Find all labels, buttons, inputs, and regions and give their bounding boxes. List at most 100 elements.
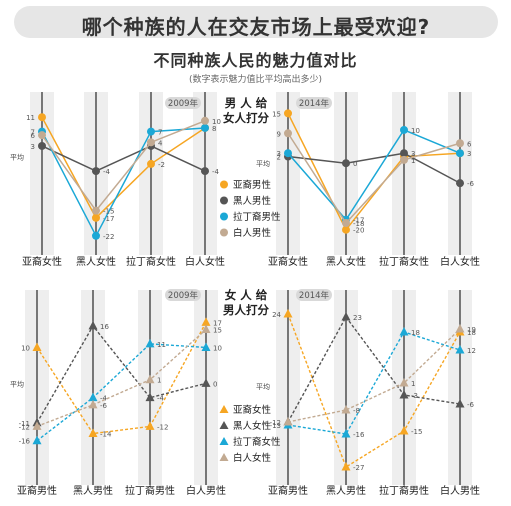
data-point-asian [32,342,42,351]
data-label: 23 [353,314,362,322]
data-point-latino [201,123,209,132]
data-point-white [399,378,409,387]
data-label: 1 [157,377,161,385]
data-label: 18 [411,329,420,337]
legend-marker-asian [219,405,229,413]
data-label: 16 [100,323,109,331]
data-point-latino [92,231,100,240]
data-label: 10 [21,344,30,352]
data-point-black [456,179,464,188]
series-line-latino [41,127,206,238]
x-tick-label: 黑人男性 [326,484,366,497]
panel-title-line: 女人打分 [223,111,269,125]
data-point-white [283,417,293,426]
data-label: -15 [103,208,114,216]
legend-label: 拉丁裔女性 [233,436,281,448]
data-label: 3 [31,143,35,151]
data-label: -6 [467,401,475,409]
data-label: -6 [467,180,475,188]
legend-marker-latino [220,212,228,221]
data-label: -12 [157,423,168,431]
data-point-asian [88,428,98,438]
data-label: 10 [212,118,221,126]
data-label: 4 [158,139,163,147]
data-label: 0 [353,160,357,168]
panel-title-line: 男 人 给 [225,96,268,110]
data-point-white [92,206,100,215]
data-label: 7 [31,129,35,137]
data-label: -17 [103,215,114,223]
data-point-asian [38,113,46,122]
data-label: -4 [212,168,220,176]
data-point-white [455,324,465,333]
data-point-black [38,141,46,150]
x-tick-label: 拉丁裔女性 [126,255,176,268]
data-point-white [32,421,42,430]
x-tick-label: 白人女性 [440,255,480,268]
data-label: 19 [467,326,476,334]
average-label: 平均 [256,159,270,168]
legend-marker-white [220,228,228,237]
series-line-black [287,315,461,423]
data-point-white [145,374,155,384]
data-label: -11 [19,420,30,428]
legend-marker-latino [219,437,229,445]
legend-marker-white [219,453,229,461]
data-label: 17 [213,319,222,327]
x-tick-label: 白人男性 [186,484,226,497]
data-point-latino [32,435,42,445]
data-label: 9 [277,130,281,138]
data-point-asian [399,426,409,435]
series-line-white [287,328,461,423]
legend-label: 黑人男性 [233,195,272,207]
data-label: 0 [213,380,217,388]
data-label: -4 [157,395,165,403]
data-label: -6 [100,402,108,410]
data-label: 6 [467,140,472,148]
series-line-latino [287,129,461,221]
x-tick-label: 白人女性 [185,255,225,268]
data-label: 12 [467,347,476,355]
data-point-latino [399,327,409,336]
data-point-black [88,320,98,330]
year-label-left: 2009年 [168,98,199,109]
year-badge [296,289,332,301]
year-badge [296,97,332,109]
data-label: -18 [353,220,364,228]
main-title: 哪个种族的人在交友市场上最受欢迎? [81,15,431,39]
data-point-white [284,129,292,138]
chart-4: 平均 24 -27 -15 18 -12 23 -3 -6 -13 -16 18 12 -8 1 19 [256,309,476,472]
data-point-latino [341,429,351,438]
legend-label: 白人女性 [233,452,272,464]
data-point-latino [147,127,155,136]
year-badge [165,289,201,301]
data-point-white [341,405,351,414]
data-point-white [342,219,350,228]
series-line-asian [287,112,461,232]
data-label: -4 [100,395,108,403]
data-point-latino [145,338,155,348]
data-label: 1 [411,157,415,165]
year-label-right: 2014年 [299,290,330,301]
average-label: 平均 [256,382,270,391]
data-point-latino [455,345,465,354]
series-line-white [287,132,461,225]
year-label-right: 2014年 [299,98,330,109]
panel-title-line: 男人打分 [223,303,269,317]
data-label: -12 [19,423,30,431]
data-label: -27 [353,464,364,472]
data-point-white [88,399,98,409]
x-tick-label: 亚裔男性 [268,484,308,497]
x-tick-label: 亚裔女性 [22,255,62,268]
data-point-white [456,139,464,148]
data-point-white [38,131,46,140]
data-point-black [455,399,465,408]
panel-title-line: 女 人 给 [225,288,268,302]
data-point-white [201,116,209,125]
year-label-left: 2009年 [168,290,199,301]
data-label: 6 [31,132,36,140]
